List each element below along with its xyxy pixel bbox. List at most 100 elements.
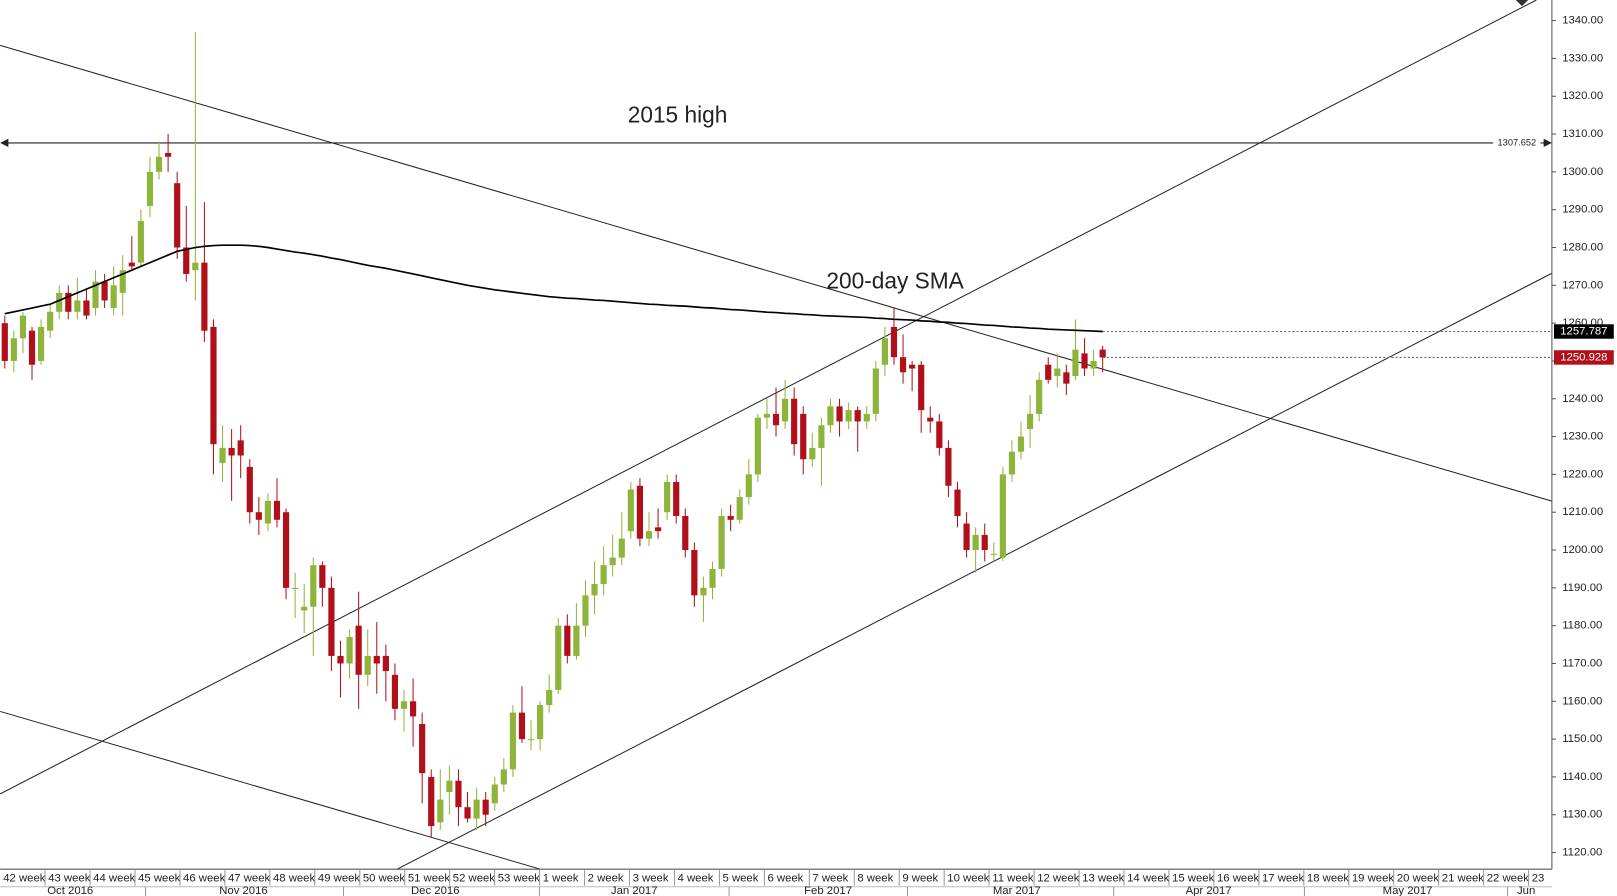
candle-body [1054,368,1061,377]
candle-body [101,281,108,301]
price-box [1553,350,1614,365]
y-tick-label: 1230.00 [1562,431,1603,443]
month-label: Feb 2017 [804,885,852,896]
x-tick-label: 46 week [183,872,226,884]
x-tick-label: 3 week [633,872,669,884]
reference-label: 1307.652 [1498,137,1537,147]
y-tick-label: 1300.00 [1562,166,1603,178]
x-tick-label: 5 week [723,872,759,884]
y-tick-label: 1240.00 [1562,393,1603,405]
candle-body [963,523,970,551]
x-tick-label: 11 week [992,872,1034,884]
candle-body [56,292,63,312]
candle-body [654,527,662,532]
candle-body [473,799,480,819]
candle-body [174,183,181,248]
candle-body [1072,349,1079,377]
x-tick-label: 21 week [1442,872,1485,884]
candle-body [155,156,163,172]
x-tick-label: 45 week [138,872,181,884]
month-label: Jan 2017 [611,885,658,896]
label-bg [1493,136,1541,150]
candle-body [709,568,716,588]
candle-body [10,338,17,361]
x-tick-label: 51 week [408,872,451,884]
candle-body [391,674,399,709]
month-label: Mar 2017 [993,885,1041,896]
candle-body [1026,413,1034,430]
y-tick-label: 1150.00 [1562,733,1602,745]
candle-body [364,655,371,675]
candle-body [537,705,544,740]
trendline [0,0,1537,795]
candle-body [1090,360,1097,369]
candle-body [500,769,507,785]
x-tick-label: 49 week [318,872,361,884]
candle-body [609,557,616,566]
x-tick-label: 44 week [93,872,136,884]
x-tick-label: 17 week [1262,872,1305,884]
candle-body [791,398,798,445]
x-tick-label: 20 week [1397,872,1440,884]
candle-body [491,784,498,804]
y-tick-label: 1290.00 [1562,204,1603,216]
trendline [0,710,541,870]
candle-body [119,270,126,293]
candle-body [872,368,879,414]
candle-body [292,587,299,589]
x-tick-label: 10 week [947,872,990,884]
candle-body [1099,349,1106,358]
candle-body [727,515,734,520]
candle-body [37,326,45,361]
x-tick-label: 52 week [453,872,496,884]
candle-body [237,440,244,456]
candle-body [890,326,898,358]
candle-body [999,474,1006,558]
candle-body [382,655,389,672]
candle-body [618,538,625,558]
x-tick-label: 22 week [1487,872,1530,884]
candle-body [28,330,36,365]
x-tick-label: 8 week [857,872,893,884]
candle-body [74,300,81,312]
candle-body [464,807,471,819]
candle-body [772,413,780,426]
y-tick-label: 1210.00 [1562,506,1603,518]
price-box [1553,324,1614,339]
candle-body [700,587,707,596]
candle-body [509,712,516,770]
arrow [0,138,9,148]
candle-body [972,534,979,551]
candle-body [664,481,671,513]
candle-body [854,410,861,422]
x-tick-label: 50 week [363,872,406,884]
y-tick-label: 1220.00 [1562,468,1603,480]
sma-line [4,244,1103,333]
candle-body [673,481,680,516]
candle-body [183,247,190,274]
month-label: Jun [1517,885,1535,896]
candle-body [146,171,154,206]
x-tick-label: 2 week [588,872,624,884]
x-tick-label: 12 week [1037,872,1080,884]
candle-body [1081,353,1088,369]
candle-body [782,398,789,422]
candle-body [255,512,262,520]
candle-body [809,447,816,460]
candle-body [437,799,444,823]
candle-body [600,565,607,585]
candle-body [482,799,489,815]
candle-body [754,417,761,475]
candle-body [827,406,834,426]
candle-body [219,447,226,464]
y-tick-label: 1160.00 [1562,695,1602,707]
candle-body [65,292,72,312]
candle-body [954,489,961,516]
candle-body [264,500,272,524]
candle-body [636,485,644,539]
candle-body [301,606,308,611]
candle-body [355,625,362,675]
